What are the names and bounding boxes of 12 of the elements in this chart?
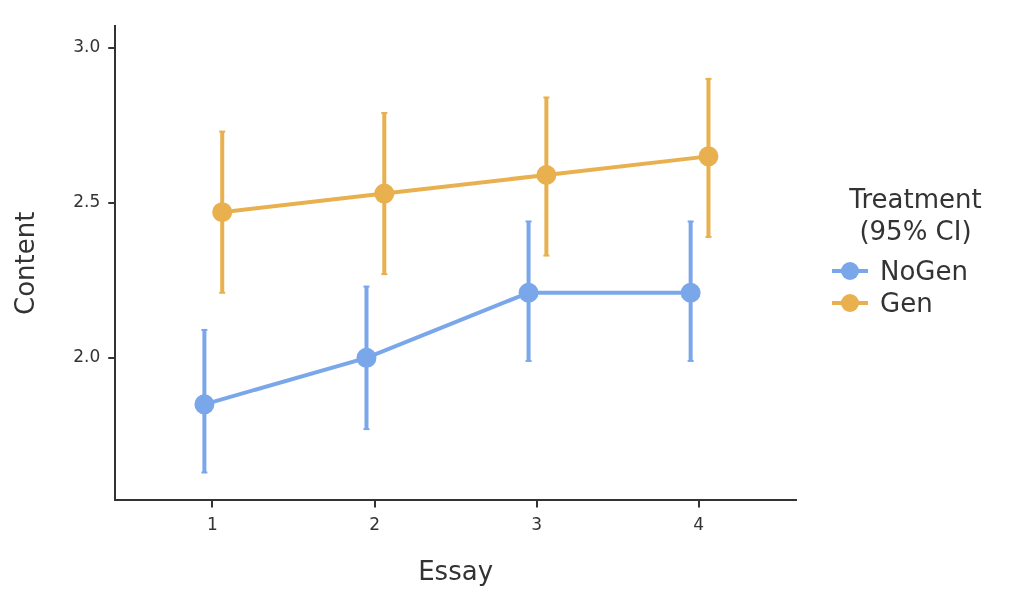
- x-tick-label: 1: [207, 514, 218, 535]
- y-tick-label: 3.0: [73, 36, 101, 57]
- x-tick-label: 4: [693, 514, 705, 535]
- legend-label: NoGen: [880, 256, 968, 286]
- x-axis-title: Essay: [418, 556, 494, 587]
- x-tick-label: 3: [531, 514, 543, 535]
- y-tick-label: 2.0: [73, 346, 101, 367]
- legend-title: Treatment (95% CI): [848, 183, 983, 247]
- legend-label: Gen: [880, 288, 933, 318]
- y-tick-label: 2.5: [73, 191, 101, 212]
- y-axis-title: Content: [10, 211, 41, 315]
- x-tick-label: 2: [369, 514, 380, 535]
